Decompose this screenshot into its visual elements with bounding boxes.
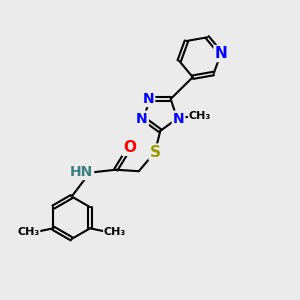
Text: S: S (149, 145, 161, 160)
Text: CH₃: CH₃ (189, 111, 211, 121)
Text: CH₃: CH₃ (104, 227, 126, 237)
Text: O: O (123, 140, 136, 155)
Text: CH₃: CH₃ (17, 227, 39, 237)
Text: N: N (214, 46, 227, 61)
Text: N: N (173, 112, 184, 126)
Text: HN: HN (70, 165, 93, 179)
Text: N: N (136, 112, 148, 126)
Text: N: N (142, 92, 154, 106)
